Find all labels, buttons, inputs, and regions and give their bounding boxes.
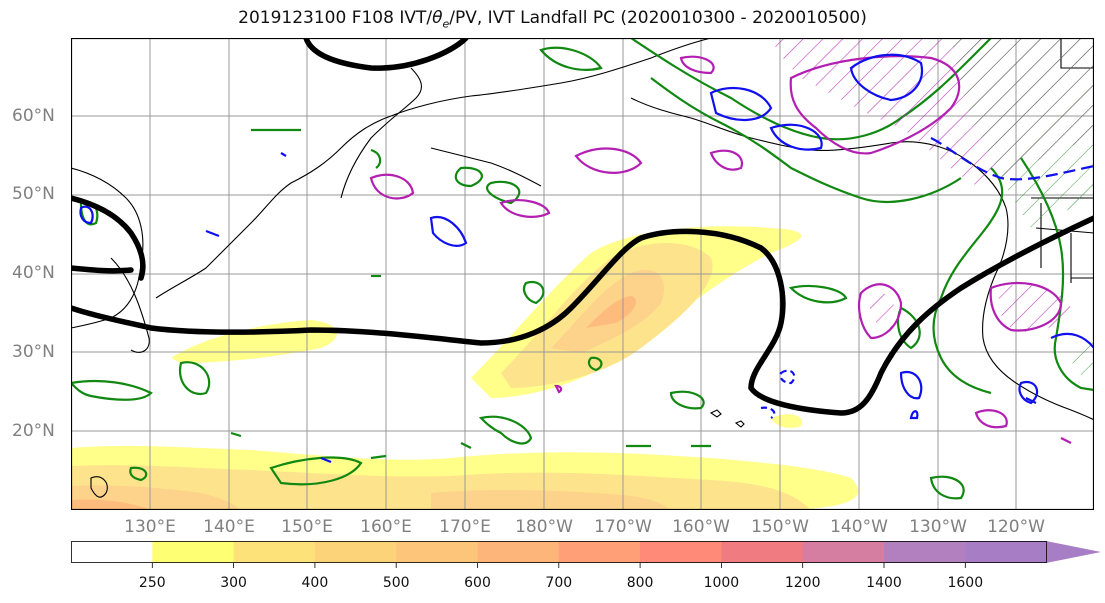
lon-label-140e: 140°E <box>203 517 255 537</box>
colorbar-segment <box>396 541 479 563</box>
colorbar-segment <box>233 541 316 563</box>
colorbar-tick-label: 300 <box>220 575 247 591</box>
colorbar-tick-label: 700 <box>545 575 573 591</box>
colorbar-tick-label: 1400 <box>866 575 902 591</box>
colorbar-segment <box>640 541 722 563</box>
colorbar-tick-label: 1600 <box>947 575 984 591</box>
colorbar <box>71 541 1101 568</box>
colorbar-segment <box>477 541 560 563</box>
colorbar-tick-label: 400 <box>301 575 329 591</box>
map-border <box>71 38 1094 510</box>
lon-label-130e: 130°E <box>124 517 176 537</box>
lon-label-150w: 150°W <box>751 517 809 537</box>
colorbar-tick-label: 600 <box>464 575 491 591</box>
lon-label-170e: 170°E <box>439 517 491 537</box>
lon-label-160e: 160°E <box>360 517 412 537</box>
theta-hatch-coast <box>1071 338 1094 379</box>
chart-title: 2019123100 F108 IVT/θe/PV, IVT Landfall … <box>238 8 867 31</box>
lon-label-150e: 150°E <box>281 517 333 537</box>
colorbar-segment <box>884 541 966 563</box>
colorbar-tick-label: 800 <box>626 575 654 591</box>
lon-label-140w: 140°W <box>830 517 888 537</box>
colorbar-segment <box>721 541 804 563</box>
map-panel <box>71 38 1094 510</box>
lon-label-130w: 130°W <box>909 517 967 537</box>
colorbar-segment <box>152 541 235 563</box>
colorbar-tick-label: 1200 <box>784 575 821 591</box>
lon-label-170w: 170°W <box>594 517 652 537</box>
pv-hatch-east <box>869 292 895 329</box>
colorbar-segment <box>314 541 397 563</box>
lat-label-40n: 40°N <box>12 263 55 283</box>
landfall-pc-contours <box>71 38 1094 416</box>
colorbar-segment <box>965 541 1048 563</box>
colorbar-extend-arrow <box>1046 541 1101 563</box>
lat-label-50n: 50°N <box>12 184 55 204</box>
theta-e-contours <box>71 38 1094 500</box>
colorbar-segment <box>802 541 885 563</box>
pv-contours-blue <box>79 53 1094 464</box>
lat-label-60n: 60°N <box>12 106 55 126</box>
colorbar-border <box>71 541 1047 563</box>
lon-label-160w: 160°W <box>672 517 730 537</box>
theta-hatch-north <box>951 38 1094 228</box>
colorbar-tick-label: 1000 <box>703 575 740 591</box>
colorbar-tick-label: 500 <box>382 575 410 591</box>
lon-label-180w: 180°W <box>515 517 573 537</box>
lat-label-30n: 30°N <box>12 342 55 362</box>
colorbar-segments <box>71 541 1048 563</box>
colorbar-tick-label: 250 <box>138 575 166 591</box>
colorbar-segment <box>71 541 153 563</box>
colorbar-tick-marks <box>151 563 966 568</box>
colorbar-segment <box>558 541 641 563</box>
pv-contours-magenta <box>369 55 1072 444</box>
lon-label-120w: 120°W <box>987 517 1045 537</box>
lat-label-20n: 20°N <box>12 421 55 441</box>
